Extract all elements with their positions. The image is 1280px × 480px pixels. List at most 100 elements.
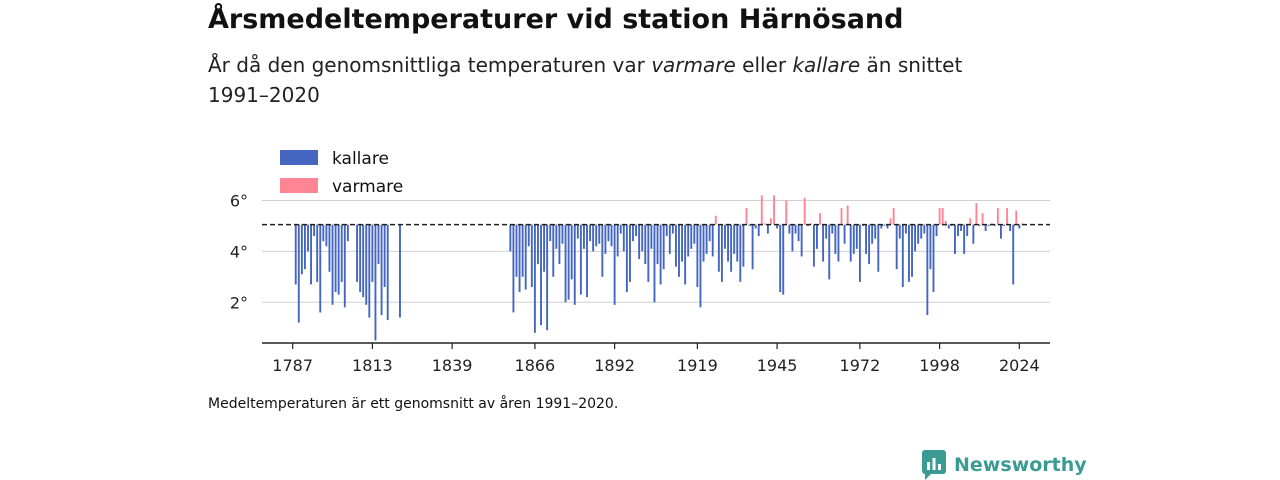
bar-1985 [898, 224, 901, 239]
y-tick-label: 6° [230, 191, 248, 210]
bar-2010 [975, 203, 978, 225]
bar-1889 [604, 224, 607, 254]
bar-1960 [822, 224, 825, 262]
bar-2004 [957, 224, 959, 237]
bar-1934 [742, 224, 745, 267]
bar-2012 [981, 213, 984, 225]
bar-1896 [625, 224, 628, 293]
bar-1959 [819, 213, 821, 225]
bar-1883 [586, 224, 588, 298]
bar-1910 [668, 224, 671, 254]
bar-1930 [730, 224, 733, 272]
bar-1907 [659, 224, 662, 285]
bar-1997 [935, 224, 938, 237]
bar-1895 [622, 224, 625, 252]
x-tick-label: 1972 [840, 356, 881, 375]
bar-1942 [766, 224, 769, 234]
legend-swatch-cold [280, 150, 318, 165]
subtitle-part-3: än snittet 1991–2020 [208, 53, 963, 107]
bar-1859 [512, 224, 515, 313]
newsworthy-brand: Newsworthy [922, 450, 1087, 480]
y-tick-label: 4° [230, 242, 248, 261]
bar-1811 [365, 224, 368, 305]
y-tick-label: 2° [230, 293, 248, 312]
x-tick-label: 1998 [919, 356, 960, 375]
x-tick-label: 1813 [352, 356, 393, 375]
bar-2013 [984, 224, 987, 231]
bar-1803 [340, 224, 343, 282]
bar-2009 [972, 224, 975, 244]
bar-1961 [825, 224, 828, 239]
newsworthy-logo-icon [922, 450, 946, 480]
bar-1870 [546, 224, 549, 331]
bar-1888 [601, 224, 604, 277]
chart-subtitle: År då den genomsnittliga temperaturen va… [208, 50, 1028, 110]
bar-1995 [929, 224, 932, 270]
bar-1792 [307, 224, 309, 252]
bar-1940 [760, 195, 763, 225]
bar-1996 [932, 224, 935, 293]
bar-1967 [843, 224, 846, 244]
bar-1947 [782, 224, 785, 295]
bar-1822 [399, 224, 401, 318]
bar-1929 [727, 224, 729, 262]
bar-1905 [653, 224, 656, 303]
bar-1814 [374, 224, 377, 341]
bar-1880 [576, 224, 579, 239]
bar-1931 [733, 224, 736, 254]
bar-1890 [607, 224, 610, 242]
bar-1908 [662, 224, 665, 270]
bar-1918 [693, 224, 696, 244]
bar-1926 [717, 224, 720, 272]
bar-1969 [849, 224, 852, 262]
bar-1944 [773, 195, 775, 225]
bar-2023 [1015, 210, 1018, 225]
bar-1976 [871, 224, 874, 244]
bar-2005 [960, 224, 963, 231]
bar-1906 [656, 224, 659, 265]
temperature-bar-chart: 2° 4° 6° 1787 1813 1839 1866 1892 1919 1945 1972 19… [230, 149, 1050, 375]
bar-1981 [886, 224, 889, 229]
bar-1919 [696, 224, 699, 287]
bar-1863 [524, 224, 527, 290]
bar-1805 [346, 224, 349, 242]
subtitle-part-1: År då den genomsnittliga temperaturen va… [208, 53, 652, 77]
bar-1797 [322, 224, 325, 242]
bar-1818 [386, 224, 389, 321]
bar-1816 [380, 224, 383, 315]
bar-1927 [720, 224, 723, 282]
bar-1994 [926, 224, 929, 315]
bar-1949 [788, 224, 791, 234]
bar-1789 [297, 224, 300, 323]
subtitle-part-2: eller [735, 53, 793, 77]
bar-1991 [917, 224, 920, 244]
bar-1791 [303, 224, 306, 270]
x-tick-label: 1787 [272, 356, 313, 375]
bar-1937 [751, 224, 754, 270]
bar-2017 [996, 208, 999, 225]
x-tick-label: 1892 [594, 356, 635, 375]
bar-1974 [865, 224, 867, 254]
bar-1968 [846, 205, 849, 225]
bar-1939 [757, 224, 760, 237]
bar-1864 [527, 224, 530, 247]
bar-1887 [598, 224, 601, 244]
bar-1989 [911, 224, 913, 277]
bar-1804 [343, 224, 346, 308]
bar-1799 [328, 224, 331, 272]
bar-1810 [362, 224, 365, 298]
bar-1984 [895, 224, 898, 270]
bar-1891 [610, 224, 613, 247]
bar-1871 [549, 224, 552, 242]
bar-1936 [748, 224, 751, 226]
brand-name: Newsworthy [954, 454, 1087, 476]
bar-2018 [999, 224, 1002, 239]
bar-1970 [852, 224, 855, 254]
bar-1946 [779, 224, 782, 293]
bar-1923 [708, 224, 711, 242]
bar-1917 [690, 224, 693, 249]
bar-1817 [383, 224, 386, 287]
bar-1915 [684, 224, 687, 285]
bar-1899 [635, 224, 638, 237]
footnote: Medeltemperaturen är ett genomsnitt av å… [208, 396, 619, 412]
